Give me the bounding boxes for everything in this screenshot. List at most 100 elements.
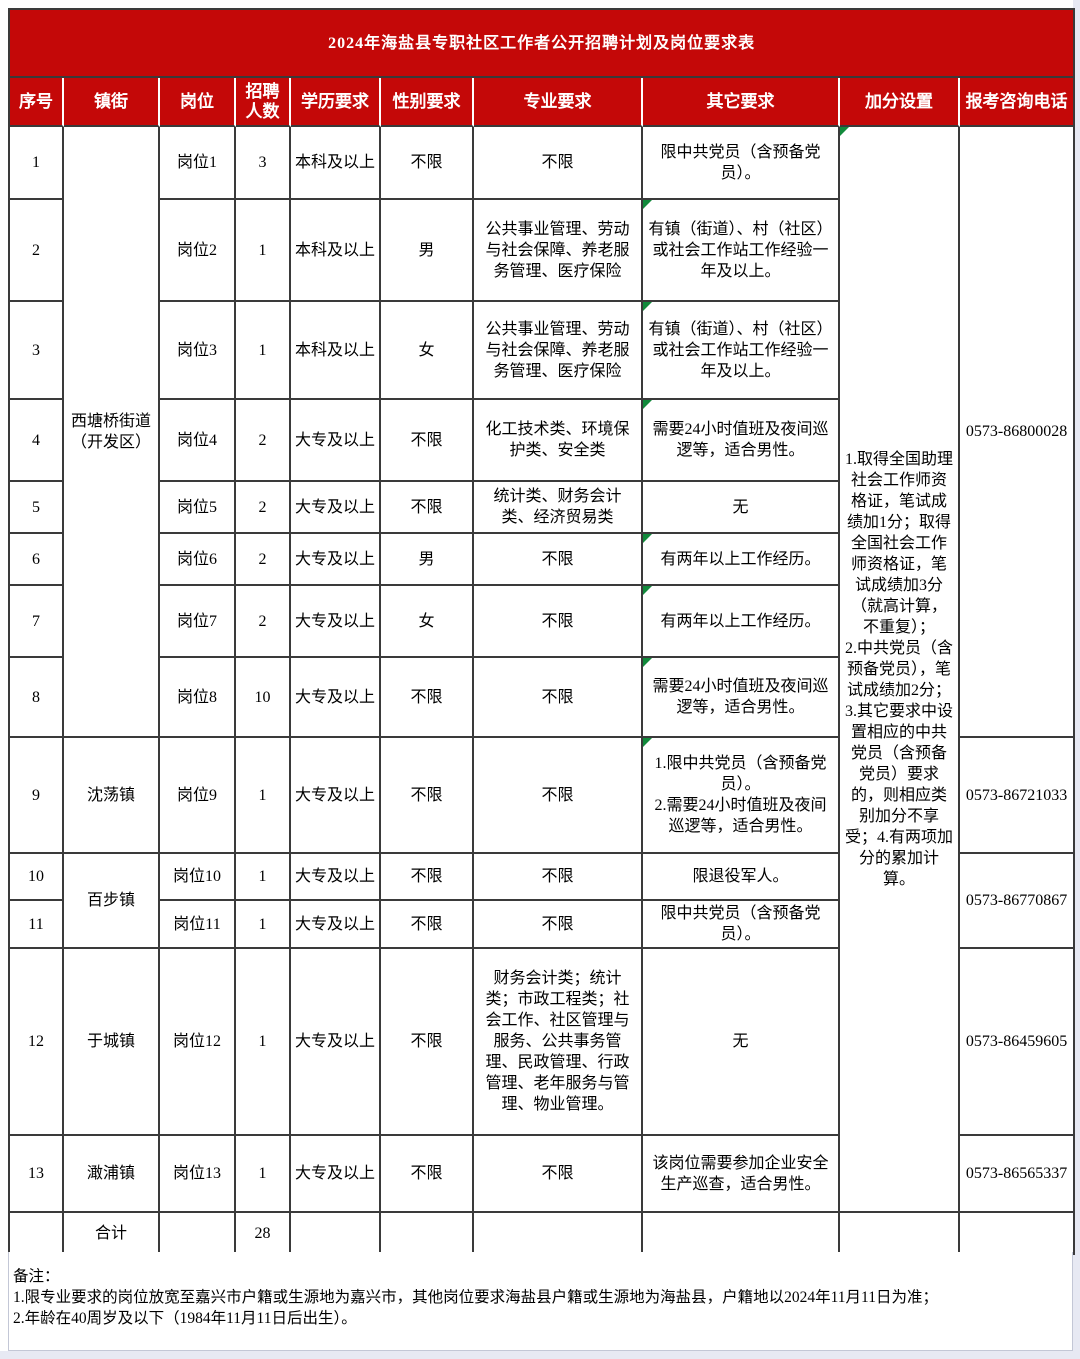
table-row: 3 岗位3 1 本科及以上 女 公共事业管理、劳动与社会保障、养老服务管理、医疗… <box>10 302 1075 400</box>
cell-town-baibu: 百步镇 <box>64 854 160 949</box>
recruitment-table: 2024年海盐县专职社区工作者公开招聘计划及岗位要求表 序号 镇街 岗位 招聘人… <box>8 8 1076 1255</box>
cell-education: 大专及以上 <box>291 738 381 854</box>
cell-town-xitangqiao: 西塘桥街道（开发区） <box>64 127 160 738</box>
column-header-major: 专业要求 <box>474 78 643 127</box>
cell-count: 2 <box>236 482 291 534</box>
cell-town-shendang: 沈荡镇 <box>64 738 160 854</box>
cell-gender: 男 <box>381 534 474 586</box>
cell-gender: 不限 <box>381 901 474 949</box>
cell-count: 1 <box>236 854 291 901</box>
cell-post: 岗位3 <box>160 302 236 400</box>
cell-other: 需要24小时值班及夜间巡逻等，适合男性。 <box>643 400 840 482</box>
page-title: 2024年海盐县专职社区工作者公开招聘计划及岗位要求表 <box>10 10 1076 78</box>
cell-post: 岗位12 <box>160 949 236 1136</box>
cell-major: 不限 <box>474 127 643 200</box>
total-row: 合计 28 <box>10 1213 1076 1255</box>
cell-count: 1 <box>236 901 291 949</box>
cell-count: 2 <box>236 534 291 586</box>
cell-count: 10 <box>236 658 291 738</box>
cell-gender: 不限 <box>381 854 474 901</box>
cell-education: 大专及以上 <box>291 482 381 534</box>
cell-gender: 男 <box>381 200 474 302</box>
cell-education: 本科及以上 <box>291 302 381 400</box>
cell-other: 限退役军人。 <box>643 854 840 901</box>
cell-post: 岗位4 <box>160 400 236 482</box>
cell-count: 2 <box>236 586 291 658</box>
cell-count: 2 <box>236 400 291 482</box>
column-header-education: 学历要求 <box>291 78 381 127</box>
cell-other: 需要24小时值班及夜间巡逻等，适合男性。 <box>643 658 840 738</box>
cell-serial: 11 <box>10 901 64 949</box>
cell-other: 有镇（街道）、村（社区）或社会工作站工作经验一年及以上。 <box>643 200 840 302</box>
cell-education: 本科及以上 <box>291 200 381 302</box>
cell-post: 岗位1 <box>160 127 236 200</box>
cell-post: 岗位8 <box>160 658 236 738</box>
cell-serial: 2 <box>10 200 64 302</box>
cell-empty <box>960 1213 1076 1255</box>
cell-serial: 7 <box>10 586 64 658</box>
cell-major: 财务会计类；统计类；市政工程类；社会工作、社区管理与服务、公共事务管理、民政管理… <box>474 949 643 1136</box>
cell-education: 大专及以上 <box>291 949 381 1136</box>
cell-serial: 4 <box>10 400 64 482</box>
cell-education: 本科及以上 <box>291 127 381 200</box>
cell-serial: 3 <box>10 302 64 400</box>
table-row: 13 澉浦镇 岗位13 1 大专及以上 不限 不限 该岗位需要参加企业安全生产巡… <box>10 1136 1076 1213</box>
cell-serial: 8 <box>10 658 64 738</box>
cell-serial: 10 <box>10 854 64 901</box>
cell-major: 不限 <box>474 586 643 658</box>
cell-post: 岗位6 <box>160 534 236 586</box>
cell-post: 岗位2 <box>160 200 236 302</box>
cell-empty <box>160 1213 236 1255</box>
cell-gender: 不限 <box>381 127 474 200</box>
cell-other: 有两年以上工作经历。 <box>643 586 840 658</box>
cell-empty <box>291 1213 381 1255</box>
cell-gender: 不限 <box>381 400 474 482</box>
cell-education: 大专及以上 <box>291 658 381 738</box>
cell-serial: 12 <box>10 949 64 1136</box>
cell-serial: 6 <box>10 534 64 586</box>
cell-count: 3 <box>236 127 291 200</box>
cell-other: 1.限中共党员（含预备党员）。 2.需要24小时值班及夜间巡逻等，适合男性。 <box>643 738 840 854</box>
cell-post: 岗位7 <box>160 586 236 658</box>
cell-count: 1 <box>236 949 291 1136</box>
cell-major: 公共事业管理、劳动与社会保障、养老服务管理、医疗保险 <box>474 200 643 302</box>
cell-major: 不限 <box>474 854 643 901</box>
cell-serial: 9 <box>10 738 64 854</box>
cell-other: 无 <box>643 482 840 534</box>
cell-count: 1 <box>236 302 291 400</box>
cell-education: 大专及以上 <box>291 854 381 901</box>
cell-serial: 13 <box>10 1136 64 1213</box>
cell-post: 岗位9 <box>160 738 236 854</box>
cell-other: 该岗位需要参加企业安全生产巡查，适合男性。 <box>643 1136 840 1213</box>
cell-count: 1 <box>236 1136 291 1213</box>
cell-count: 1 <box>236 738 291 854</box>
cell-education: 大专及以上 <box>291 901 381 949</box>
cell-other: 有两年以上工作经历。 <box>643 534 840 586</box>
cell-post: 岗位5 <box>160 482 236 534</box>
cell-phone: 0573-86800028 <box>960 127 1076 738</box>
column-header-serial: 序号 <box>10 78 64 127</box>
title-row: 2024年海盐县专职社区工作者公开招聘计划及岗位要求表 <box>10 10 1076 78</box>
cell-empty <box>643 1213 840 1255</box>
table-row: 2 岗位2 1 本科及以上 男 公共事业管理、劳动与社会保障、养老服务管理、医疗… <box>10 200 1075 302</box>
column-header-phone: 报考咨询电话 <box>960 78 1076 127</box>
table-row: 1 西塘桥街道（开发区） 岗位1 3 本科及以上 不限 不限 限中共党员（含预备… <box>10 127 1076 1213</box>
table-row: 5 岗位5 2 大专及以上 不限 统计类、财务会计类、经济贸易类 无 <box>10 482 1075 534</box>
total-count: 28 <box>236 1213 291 1255</box>
cell-serial: 1 <box>10 127 64 200</box>
cell-serial: 5 <box>10 482 64 534</box>
cell-town-ganpu: 澉浦镇 <box>64 1136 160 1213</box>
table-row: 8 岗位8 10 大专及以上 不限 不限 需要24小时值班及夜间巡逻等，适合男性… <box>10 658 1075 738</box>
cell-phone: 0573-86565337 <box>960 1136 1076 1213</box>
cell-phone: 0573-86721033 <box>960 738 1076 854</box>
cell-other: 限中共党员（含预备党员）。 <box>643 127 840 200</box>
column-header-count: 招聘人数 <box>236 78 291 127</box>
table-row: 12 于城镇 岗位12 1 大专及以上 不限 财务会计类；统计类；市政工程类；社… <box>10 949 1076 1136</box>
cell-empty <box>840 1213 960 1255</box>
column-header-other: 其它要求 <box>643 78 840 127</box>
cell-town-yucheng: 于城镇 <box>64 949 160 1136</box>
cell-education: 大专及以上 <box>291 586 381 658</box>
cell-empty <box>474 1213 643 1255</box>
cell-major: 不限 <box>474 658 643 738</box>
